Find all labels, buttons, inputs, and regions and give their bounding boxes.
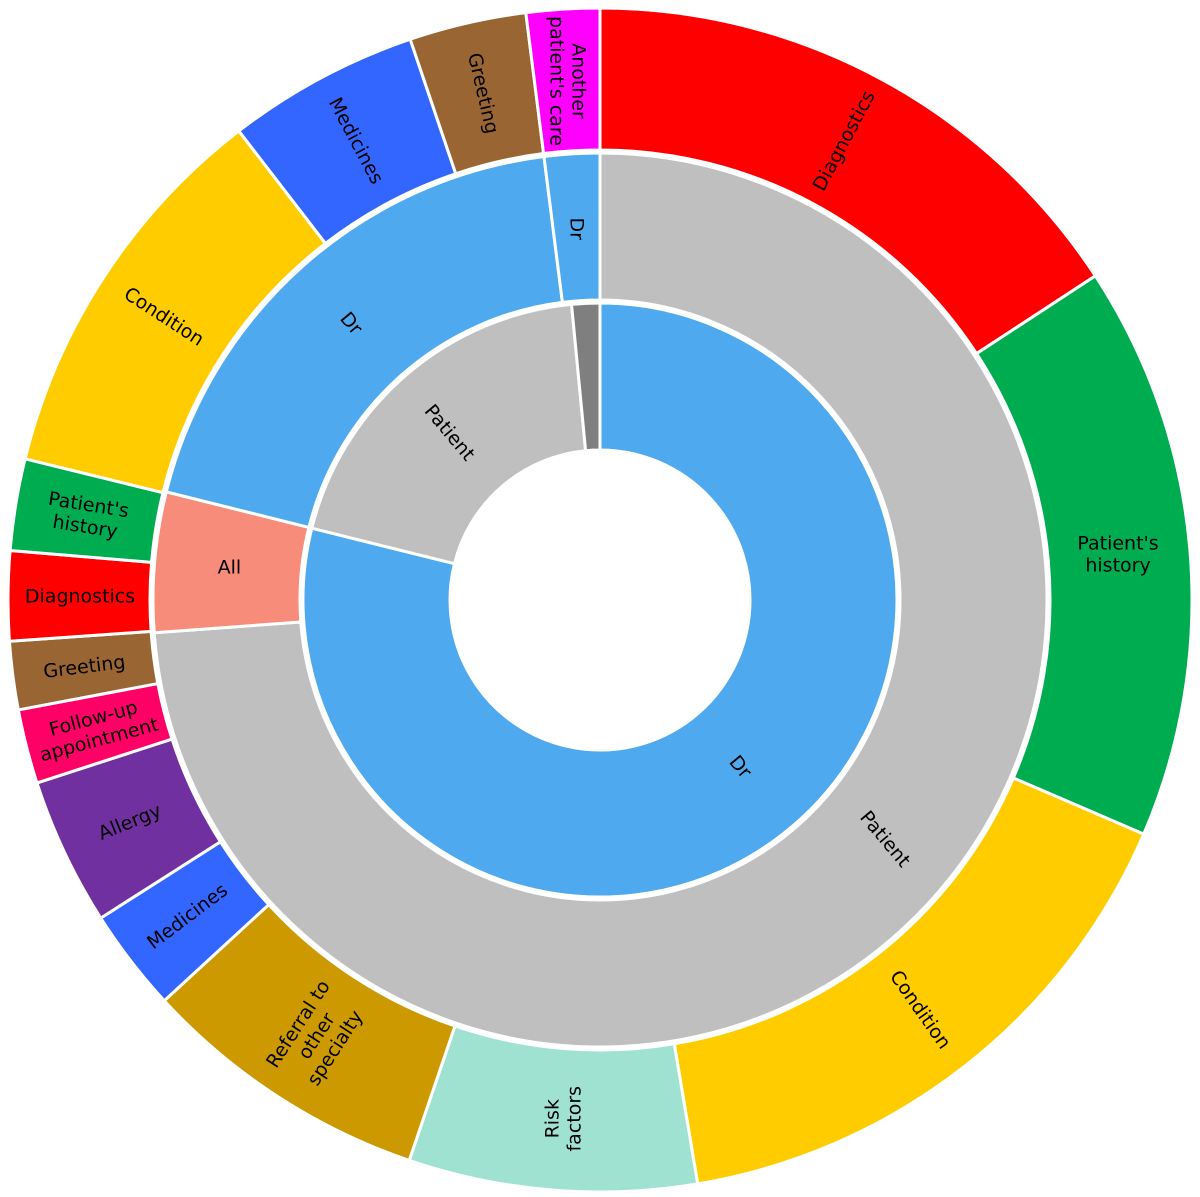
label-topic-another-patient-s-care: Anotherpatient's care bbox=[546, 16, 590, 146]
label-topic-diagnostics: Diagnostics bbox=[25, 585, 135, 607]
segment-speaker-unlabeled bbox=[569, 301, 602, 453]
segment-topic-another-patient-s-care bbox=[524, 6, 602, 156]
segment-speaker-patient bbox=[310, 302, 588, 566]
label-addressee-all: All bbox=[218, 556, 242, 578]
segment-addressee-dr bbox=[542, 151, 602, 305]
segment-addressee-dr bbox=[164, 154, 565, 530]
segment-speaker-dr bbox=[301, 301, 899, 899]
label-topic-risk-factors: Riskfactors bbox=[541, 1086, 585, 1152]
segment-addressee-patient bbox=[152, 151, 1049, 1049]
label-addressee-dr: Dr bbox=[566, 218, 588, 241]
chart-segments bbox=[6, 6, 1194, 1194]
